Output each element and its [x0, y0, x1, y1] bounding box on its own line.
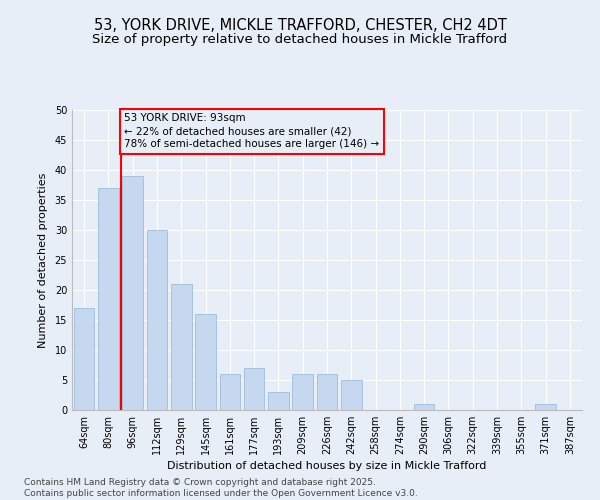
Y-axis label: Number of detached properties: Number of detached properties — [38, 172, 47, 348]
Text: 53, YORK DRIVE, MICKLE TRAFFORD, CHESTER, CH2 4DT: 53, YORK DRIVE, MICKLE TRAFFORD, CHESTER… — [94, 18, 506, 32]
Text: Size of property relative to detached houses in Mickle Trafford: Size of property relative to detached ho… — [92, 32, 508, 46]
Bar — [74, 308, 94, 410]
Bar — [535, 404, 556, 410]
Bar — [195, 314, 216, 410]
Bar — [317, 374, 337, 410]
Bar — [244, 368, 265, 410]
Text: Contains HM Land Registry data © Crown copyright and database right 2025.
Contai: Contains HM Land Registry data © Crown c… — [24, 478, 418, 498]
Bar — [292, 374, 313, 410]
Bar — [171, 284, 191, 410]
Bar — [341, 380, 362, 410]
Bar — [220, 374, 240, 410]
X-axis label: Distribution of detached houses by size in Mickle Trafford: Distribution of detached houses by size … — [167, 461, 487, 471]
Bar — [146, 230, 167, 410]
Bar — [414, 404, 434, 410]
Bar — [122, 176, 143, 410]
Bar — [268, 392, 289, 410]
Bar — [98, 188, 119, 410]
Text: 53 YORK DRIVE: 93sqm
← 22% of detached houses are smaller (42)
78% of semi-detac: 53 YORK DRIVE: 93sqm ← 22% of detached h… — [124, 113, 379, 150]
